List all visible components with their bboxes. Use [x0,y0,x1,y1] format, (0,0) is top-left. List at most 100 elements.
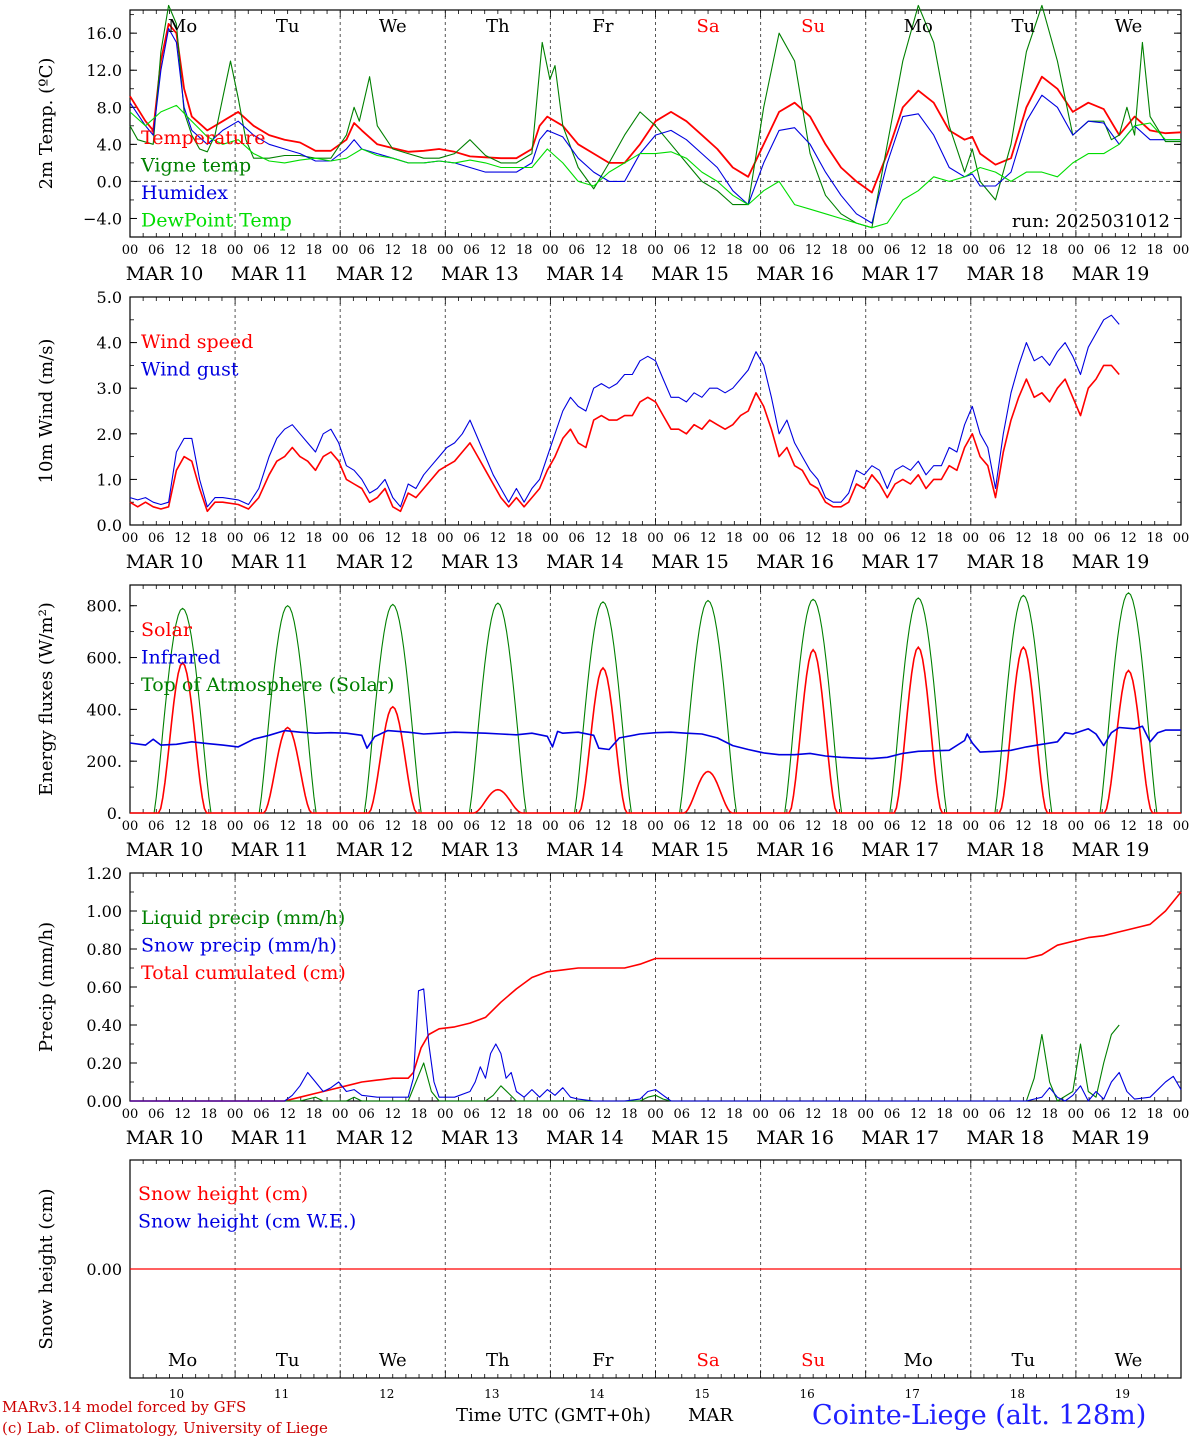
hour-tick-label: 18 [831,243,848,258]
date-label: MAR 19 [1072,1127,1150,1149]
hour-tick-label: 00 [752,819,769,834]
y-tick-label: 0. [107,804,122,823]
hour-tick-label: 18 [306,243,323,258]
hour-tick-label: 18 [936,819,953,834]
hour-tick-label: 18 [831,1107,848,1122]
legend-label: Temperature [141,127,265,149]
weekday-label: We [379,16,407,37]
hour-tick-label: 00 [332,531,349,546]
date-label: MAR 11 [231,1127,309,1149]
day-number-label: 18 [1010,1387,1025,1401]
hour-tick-label: 12 [805,243,822,258]
hour-tick-label: 12 [595,531,612,546]
y-tick-label: 400. [86,700,122,719]
infrared-line [129,725,1181,760]
hour-tick-label: 06 [148,1107,165,1122]
hour-tick-label: 00 [857,243,874,258]
date-label: MAR 16 [756,839,834,861]
hour-tick-label: 06 [1094,819,1111,834]
day-number-label: 10 [169,1387,184,1401]
hour-tick-label: 00 [122,243,139,258]
hour-tick-label: 18 [516,1107,533,1122]
hour-tick-label: 12 [700,243,717,258]
hour-tick-label: 06 [148,243,165,258]
hour-tick-label: 18 [621,531,638,546]
humidex-line [129,27,1181,224]
hour-tick-label: 18 [1146,1107,1163,1122]
temperature-panel: −4.0 0.0 4.0 8.0 12.0 16.0 2m Temp. (ºC) Temper… [36,4,1189,285]
date-label: MAR 14 [546,551,624,573]
snow-precip-line [130,988,1182,1102]
weekday-label: Mo [168,1350,197,1371]
hour-tick-label: 18 [201,819,218,834]
hour-tick-label: 12 [279,1107,296,1122]
y-tick-label: 4.0 [97,135,122,154]
date-label: MAR 13 [441,839,519,861]
hour-tick-label: 12 [490,819,507,834]
y-tick-label: 2.0 [97,425,122,444]
hour-tick-label: 00 [1068,1107,1085,1122]
liquid-precip-line [130,1024,1120,1102]
hour-tick-label: 18 [936,1107,953,1122]
day-number-label: 15 [694,1387,709,1401]
hour-tick-label: 18 [411,819,428,834]
legend-label: Infrared [141,647,221,669]
hour-tick-label: 06 [358,531,375,546]
hour-tick-label: 12 [1120,1107,1137,1122]
hour-tick-label: 06 [568,1107,585,1122]
date-label: MAR 17 [861,1127,939,1149]
y-tick-label: 0.0 [97,516,122,535]
y-tick-label: 16.0 [86,24,122,43]
hour-tick-label: 12 [279,531,296,546]
hour-tick-label: 18 [831,819,848,834]
hour-tick-label: 06 [674,531,691,546]
y-tick-label: 1.20 [86,864,122,883]
hour-tick-label: 06 [674,819,691,834]
hour-tick-label: 00 [857,1107,874,1122]
hour-tick-label: 00 [437,531,454,546]
y-tick-label: 0.00 [86,1260,122,1279]
date-label: MAR 17 [861,263,939,285]
legend-label: Vigne temp [140,155,251,177]
wind-speed-line [129,364,1120,513]
date-label: MAR 19 [1072,839,1150,861]
hour-tick-label: 00 [1173,1107,1190,1122]
hour-tick-label: 12 [910,819,927,834]
hour-tick-label: 06 [463,819,480,834]
hour-tick-label: 12 [595,819,612,834]
date-label: MAR 17 [861,839,939,861]
hour-tick-label: 06 [884,819,901,834]
date-label: MAR 11 [231,839,309,861]
legend-label: Wind gust [141,359,239,381]
vigne-temp-line [129,4,1181,229]
hour-tick-label: 18 [201,1107,218,1122]
hour-tick-label: 06 [1094,1107,1111,1122]
legend-label: Liquid precip (mm/h) [141,907,345,929]
date-label: MAR 12 [336,263,414,285]
precip-y-axis-label: Precip (mm/h) [36,922,57,1052]
hour-tick-label: 00 [542,1107,559,1122]
hour-tick-label: 12 [1120,531,1137,546]
weekday-label: Mo [168,16,197,37]
legend-label: Snow precip (mm/h) [141,935,337,957]
date-label: MAR 13 [441,551,519,573]
wind-y-axis-label: 10m Wind (m/s) [36,339,57,484]
hour-tick-label: 00 [1068,243,1085,258]
day-number-label: 11 [274,1387,289,1401]
hour-tick-label: 06 [884,1107,901,1122]
hour-tick-label: 06 [1094,243,1111,258]
month-label: MAR [688,1405,733,1426]
hour-tick-label: 18 [726,1107,743,1122]
hour-tick-label: 00 [647,531,664,546]
hour-tick-label: 12 [1120,243,1137,258]
hour-tick-label: 06 [253,1107,270,1122]
y-tick-label: 8.0 [97,98,122,117]
hour-tick-label: 18 [1041,243,1058,258]
hour-tick-label: 06 [884,243,901,258]
date-label: MAR 14 [546,839,624,861]
location-label: Cointe-Liege (alt. 128m) [812,1400,1147,1431]
y-tick-label: 3.0 [97,379,122,398]
date-label: MAR 12 [336,1127,414,1149]
solar-line [130,645,1181,814]
